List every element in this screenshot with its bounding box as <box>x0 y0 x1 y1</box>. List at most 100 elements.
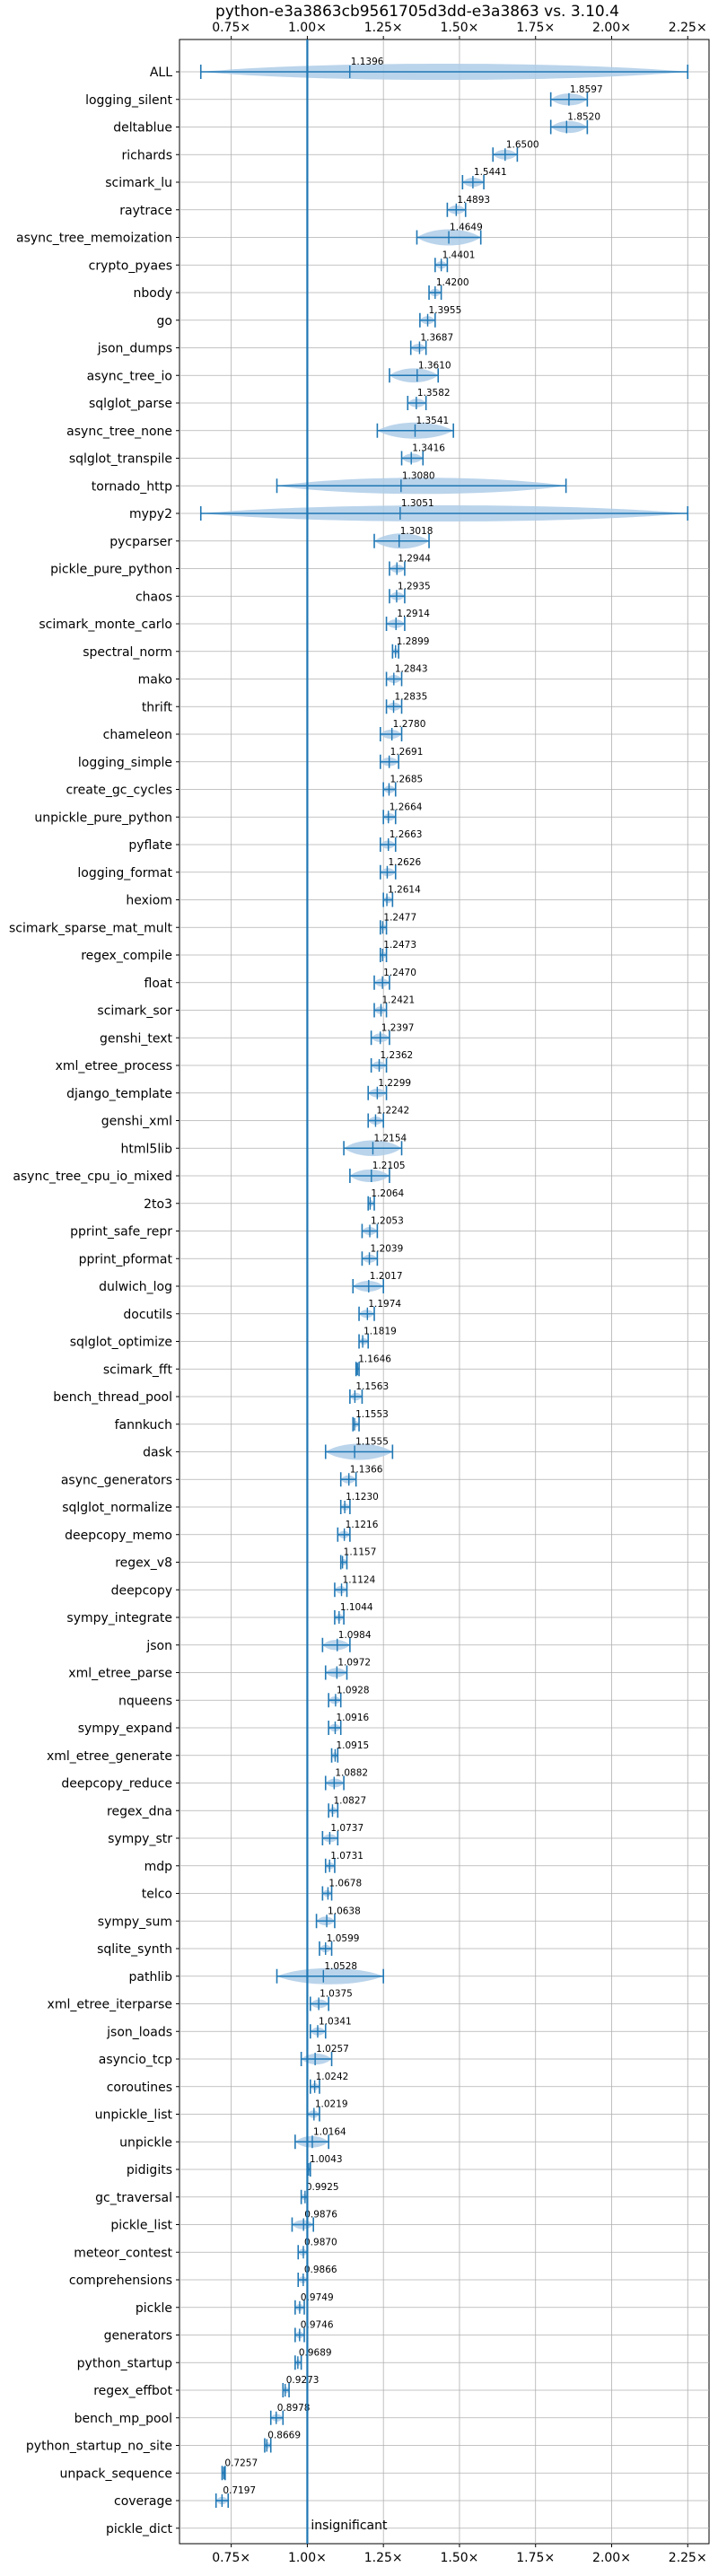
value-label: 1.0984 <box>338 1630 372 1641</box>
category-label: scimark_fft <box>103 1362 173 1377</box>
category-label: pickle_dict <box>106 2522 173 2537</box>
value-label: 0.9866 <box>304 2265 337 2275</box>
x-tick-label-bottom: 2.25× <box>669 2551 707 2565</box>
value-label: 1.1819 <box>363 1327 397 1337</box>
category-label: sqlglot_normalize <box>62 1501 172 1515</box>
value-label: 0.8669 <box>267 2431 301 2441</box>
category-label: float <box>144 977 173 991</box>
category-label: scimark_monte_carlo <box>39 618 172 632</box>
category-label: pprint_pformat <box>79 1252 173 1266</box>
value-label: 1.0375 <box>320 1989 353 2000</box>
value-label: 1.0341 <box>319 2016 352 2027</box>
value-label: 1.2470 <box>383 968 416 978</box>
category-label: unpack_sequence <box>60 2466 172 2481</box>
value-label: 1.3051 <box>401 498 434 509</box>
value-label: 1.4200 <box>436 277 469 288</box>
category-label: meteor_contest <box>74 2246 172 2260</box>
category-label: unpickle_list <box>95 2108 173 2123</box>
category-label: pyflate <box>128 838 172 853</box>
value-label: 1.2154 <box>373 1133 407 1143</box>
value-label: 1.4401 <box>442 250 476 260</box>
value-label: 1.2473 <box>383 940 416 951</box>
category-label: nbody <box>134 286 173 301</box>
category-label: unpickle_pure_python <box>34 810 172 825</box>
category-label: python_startup <box>77 2356 172 2370</box>
value-label: 1.2421 <box>382 995 416 1006</box>
value-label: 1.3955 <box>429 305 462 316</box>
category-label: deepcopy_reduce <box>61 1777 172 1792</box>
category-label: generators <box>104 2329 172 2344</box>
category-label: sqlite_synth <box>97 1942 172 1957</box>
category-label: regex_dna <box>107 1804 172 1818</box>
category-label: regex_v8 <box>115 1556 172 1571</box>
value-label: 1.1553 <box>355 1409 389 1420</box>
value-label: 1.0928 <box>337 1685 370 1695</box>
category-label: xml_etree_generate <box>47 1749 172 1764</box>
category-label: deepcopy <box>111 1583 172 1598</box>
value-label: 1.2899 <box>397 636 430 647</box>
category-label: spectral_norm <box>83 645 172 660</box>
category-label: raytrace <box>119 204 172 218</box>
category-label: coverage <box>114 2494 172 2509</box>
category-label: xml_etree_iterparse <box>48 1998 172 2012</box>
x-tick-label-bottom: 1.25× <box>364 2551 403 2565</box>
category-label: regex_compile <box>81 949 172 963</box>
value-label: 1.0638 <box>328 1906 361 1916</box>
value-label: 1.6500 <box>506 139 539 150</box>
value-label: 1.2935 <box>398 581 431 591</box>
category-label: chaos <box>136 590 172 604</box>
category-label: chameleon <box>103 728 172 742</box>
category-label: richards <box>122 148 173 162</box>
value-label: 1.0219 <box>315 2099 348 2110</box>
category-label: thrift <box>142 700 173 714</box>
x-tick-label-top: 1.50× <box>441 21 479 35</box>
category-label: hexiom <box>126 894 172 908</box>
category-label: genshi_xml <box>101 1115 172 1129</box>
value-label: 1.2477 <box>383 912 416 923</box>
category-label: sympy_expand <box>78 1722 172 1736</box>
value-label: 1.1555 <box>355 1437 389 1448</box>
value-label: 1.2664 <box>390 802 423 812</box>
value-label: 0.7197 <box>223 2485 256 2496</box>
x-axis-bottom: 0.75× 1.00× 1.25× 1.50× 1.75× 2.00× 2.25× <box>212 2544 707 2565</box>
value-label: 1.3610 <box>418 360 451 371</box>
category-label: genshi_text <box>100 1031 173 1046</box>
category-label: create_gc_cycles <box>66 784 172 798</box>
x-tick-label-bottom: 0.75× <box>212 2551 250 2565</box>
category-label: sqlglot_transpile <box>69 452 172 467</box>
value-label: 1.0257 <box>316 2044 349 2055</box>
value-label: 0.9749 <box>301 2292 334 2303</box>
category-label: mypy2 <box>129 507 172 521</box>
category-label: pickle <box>136 2301 172 2316</box>
value-label: 1.1216 <box>346 1520 379 1530</box>
category-label: deepcopy_memo <box>65 1529 172 1543</box>
category-label: bench_mp_pool <box>74 2412 172 2426</box>
x-tick-label-top: 2.00× <box>592 21 631 35</box>
value-label: 1.2626 <box>388 857 421 868</box>
value-label: 1.2691 <box>390 747 424 758</box>
value-label: 1.0916 <box>336 1713 369 1723</box>
value-label: 1.0242 <box>316 2072 349 2082</box>
category-label: nqueens <box>118 1694 172 1708</box>
category-label: telco <box>142 1888 172 1902</box>
category-label: async_tree_memoization <box>16 232 172 246</box>
value-label: 1.0731 <box>330 1851 363 1862</box>
x-tick-label-bottom: 1.50× <box>441 2551 479 2565</box>
reference-line-group: insignificant <box>306 39 388 2544</box>
value-label: 1.0737 <box>330 1823 363 1834</box>
x-tick-label-bottom: 1.00× <box>288 2551 327 2565</box>
x-tick-label-top: 2.25× <box>669 21 707 35</box>
category-label: async_tree_none <box>66 425 172 439</box>
value-label: 1.2685 <box>390 775 423 785</box>
value-label: 1.1366 <box>350 1464 383 1475</box>
category-label: json <box>145 1639 172 1653</box>
value-label: 0.9870 <box>304 2237 337 2247</box>
category-label: go <box>157 314 172 329</box>
value-label: 1.1974 <box>368 1299 401 1310</box>
x-tick-label-top: 0.75× <box>212 21 250 35</box>
value-label: 1.2362 <box>381 1050 414 1061</box>
value-label: 1.3018 <box>400 526 433 537</box>
category-label: logging_format <box>77 866 172 881</box>
value-label: 1.1157 <box>344 1547 377 1558</box>
